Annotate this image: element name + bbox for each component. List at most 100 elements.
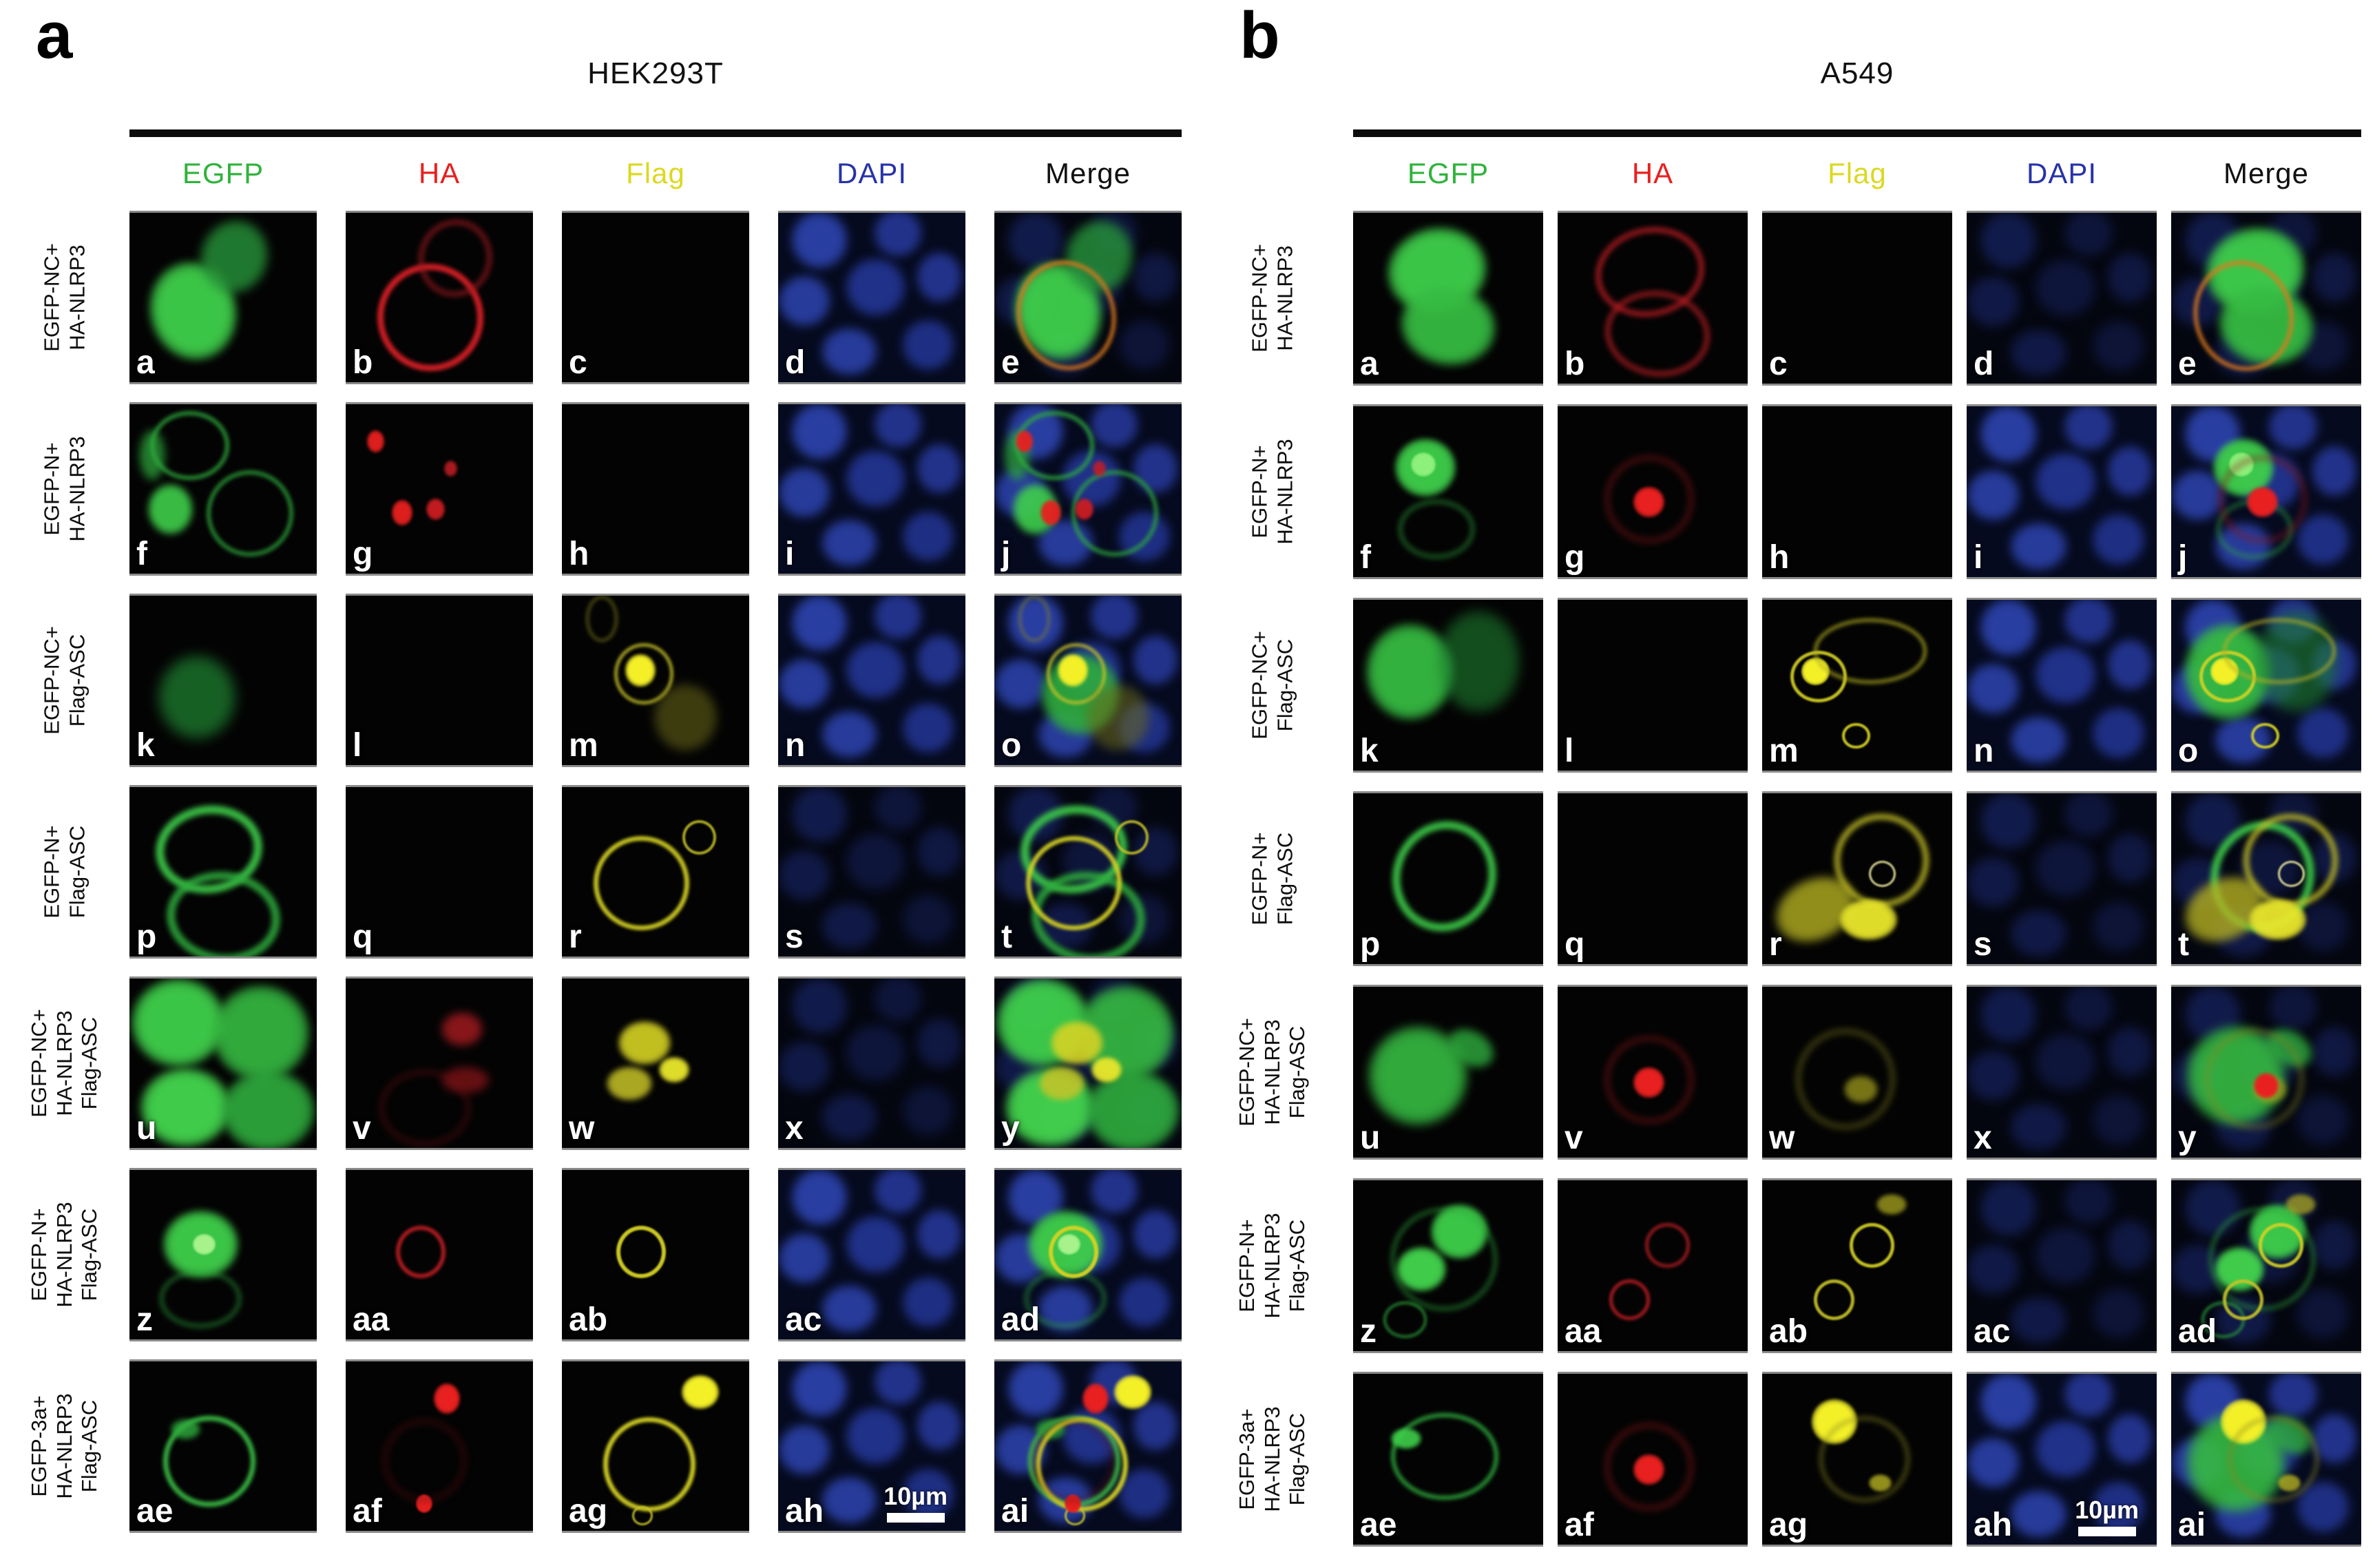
tile-letter: c [569, 344, 587, 381]
cell-outline-blob [396, 1226, 446, 1279]
micrograph-grid: EGFP-NC+ HA-NLRP3 a b c d e EGFP-N+ HA-NLRP3 f g h i… [1191, 211, 2375, 1547]
micrograph-a-d-dapi: d [778, 211, 965, 384]
micrograph-a-af-ha: af [346, 1359, 533, 1533]
micrograph-a-u-egfp: u [129, 976, 317, 1150]
cell-blob [1118, 319, 1171, 370]
cell-blob [845, 1407, 906, 1465]
micrograph-b-a-egfp: a [1353, 211, 1543, 386]
cell-outline-blob [616, 1226, 666, 1279]
cell-blob [1980, 406, 2038, 463]
cell-blob [367, 430, 384, 453]
micrograph-a-y-merge: y [994, 976, 1182, 1150]
cell-blob [2296, 901, 2350, 952]
cell-blob [2107, 252, 2153, 304]
condition-line: HA-NLRP3 [52, 1010, 76, 1116]
micrograph-a-q-ha: q [346, 785, 533, 959]
cell-blob [2107, 446, 2153, 497]
micrograph-tiles: z aa ab ac ad [129, 1168, 1182, 1341]
micrograph-b-v-ha: v [1558, 985, 1748, 1160]
tile-letter: p [136, 919, 157, 955]
tile-letter: i [785, 536, 795, 572]
cell-blob [659, 1057, 689, 1083]
micrograph-row: EGFP-N+ Flag-ASC p q r s t [1191, 791, 2375, 966]
cell-blob [873, 787, 923, 831]
cell-blob [1411, 452, 1436, 477]
cell-blob [2107, 1026, 2153, 1078]
cell-blob [2035, 452, 2096, 511]
cell-outline-blob [1048, 1226, 1098, 1279]
tile-letter: v [1565, 1120, 1583, 1156]
cell-blob [2296, 707, 2350, 759]
tile-letter: u [1360, 1120, 1381, 1156]
cell-outline-blob [682, 819, 717, 855]
condition-line: EGFP-NC+ [1234, 1018, 1259, 1127]
micrograph-row: EGFP-N+ HA-NLRP3 f g h i j [0, 402, 1191, 576]
cell-blob [1980, 600, 2038, 656]
cell-blob [2035, 1226, 2096, 1285]
condition-label-area: EGFP-NC+ Flag-ASC [0, 594, 129, 767]
scale-bar-line [2078, 1527, 2136, 1536]
cell-blob [1039, 1066, 1085, 1101]
channel-header-merge: Merge [2223, 157, 2310, 189]
tile-letter: n [785, 727, 806, 764]
micrograph-b-c-flag: c [1762, 211, 1952, 386]
micrograph-b-ah-dapi: ah 10µm [1967, 1372, 2157, 1547]
cell-blob [1391, 1428, 1422, 1450]
tile-letter: k [136, 727, 155, 764]
tile-letter: l [1565, 733, 1574, 769]
condition-label: EGFP-NC+ Flag-ASC [1247, 631, 1297, 740]
cell-blob [2107, 1220, 2153, 1271]
cell-blob [2010, 522, 2068, 571]
channel-header-flag: Flag [626, 157, 685, 189]
micrograph-b-e-merge: e [2171, 211, 2361, 386]
micrograph-b-s-dapi: s [1967, 791, 2157, 966]
tile-letter: ad [1001, 1302, 1040, 1338]
cell-blob [845, 833, 906, 891]
micrograph-a-v-ha: v [346, 976, 533, 1150]
cell-outline-blob [1796, 1029, 1895, 1129]
micrograph-row: EGFP-N+ HA-NLRP3 f g h i j [1191, 404, 2375, 579]
condition-line: EGFP-NC+ [39, 243, 64, 352]
cell-blob [1967, 469, 2020, 521]
cell-outline-blob [163, 1415, 255, 1507]
condition-label: EGFP-N+ Flag-ASC [1247, 832, 1297, 925]
cell-outline-blob [2222, 1279, 2264, 1321]
cell-blob [2092, 707, 2146, 759]
micrograph-b-ac-dapi: ac [1967, 1178, 2157, 1353]
micrograph-a-ai-merge: ai [994, 1359, 1182, 1533]
cell-blob [778, 850, 831, 901]
cell-blob [2296, 514, 2350, 565]
micrograph-b-l-ha: l [1558, 598, 1748, 773]
cell-blob [901, 1276, 954, 1328]
cell-blob [2092, 320, 2146, 372]
cell-outline-blob [383, 1419, 467, 1502]
condition-label-area: EGFP-NC+ Flag-ASC [1191, 598, 1353, 773]
cell-blob [2285, 1193, 2316, 1215]
tile-letter: k [1360, 733, 1379, 769]
cell-blob [917, 251, 962, 303]
micrograph-tiles: k l m n o [129, 594, 1182, 767]
micrograph-a-a-egfp: a [129, 211, 317, 384]
cell-blob [441, 1012, 483, 1047]
cell-blob [140, 1068, 231, 1147]
condition-line: Flag-ASC [77, 1399, 102, 1493]
cell-blob [1118, 1276, 1171, 1328]
cell-outline-blob [586, 596, 618, 642]
cell-blob [1980, 1374, 2038, 1430]
tile-letter: ae [1360, 1507, 1397, 1543]
cell-blob [2035, 839, 2096, 898]
micrograph-b-j-merge: j [2171, 404, 2361, 579]
tile-letter: b [1565, 346, 1585, 382]
cell-blob [157, 655, 237, 740]
cell-blob [138, 429, 165, 481]
condition-label-area: EGFP-N+ HA-NLRP3 [0, 402, 129, 576]
tile-letter: aa [353, 1302, 390, 1338]
micrograph-a-ab-flag: ab [562, 1168, 749, 1341]
micrograph-b-g-ha: g [1558, 404, 1748, 579]
cell-blob [873, 213, 923, 257]
cell-blob [2010, 1296, 2068, 1345]
tile-letter: d [1974, 346, 1994, 382]
panel-label-b: b [1239, 0, 1280, 72]
tile-letter: b [353, 344, 373, 381]
tile-letter: z [136, 1302, 153, 1338]
